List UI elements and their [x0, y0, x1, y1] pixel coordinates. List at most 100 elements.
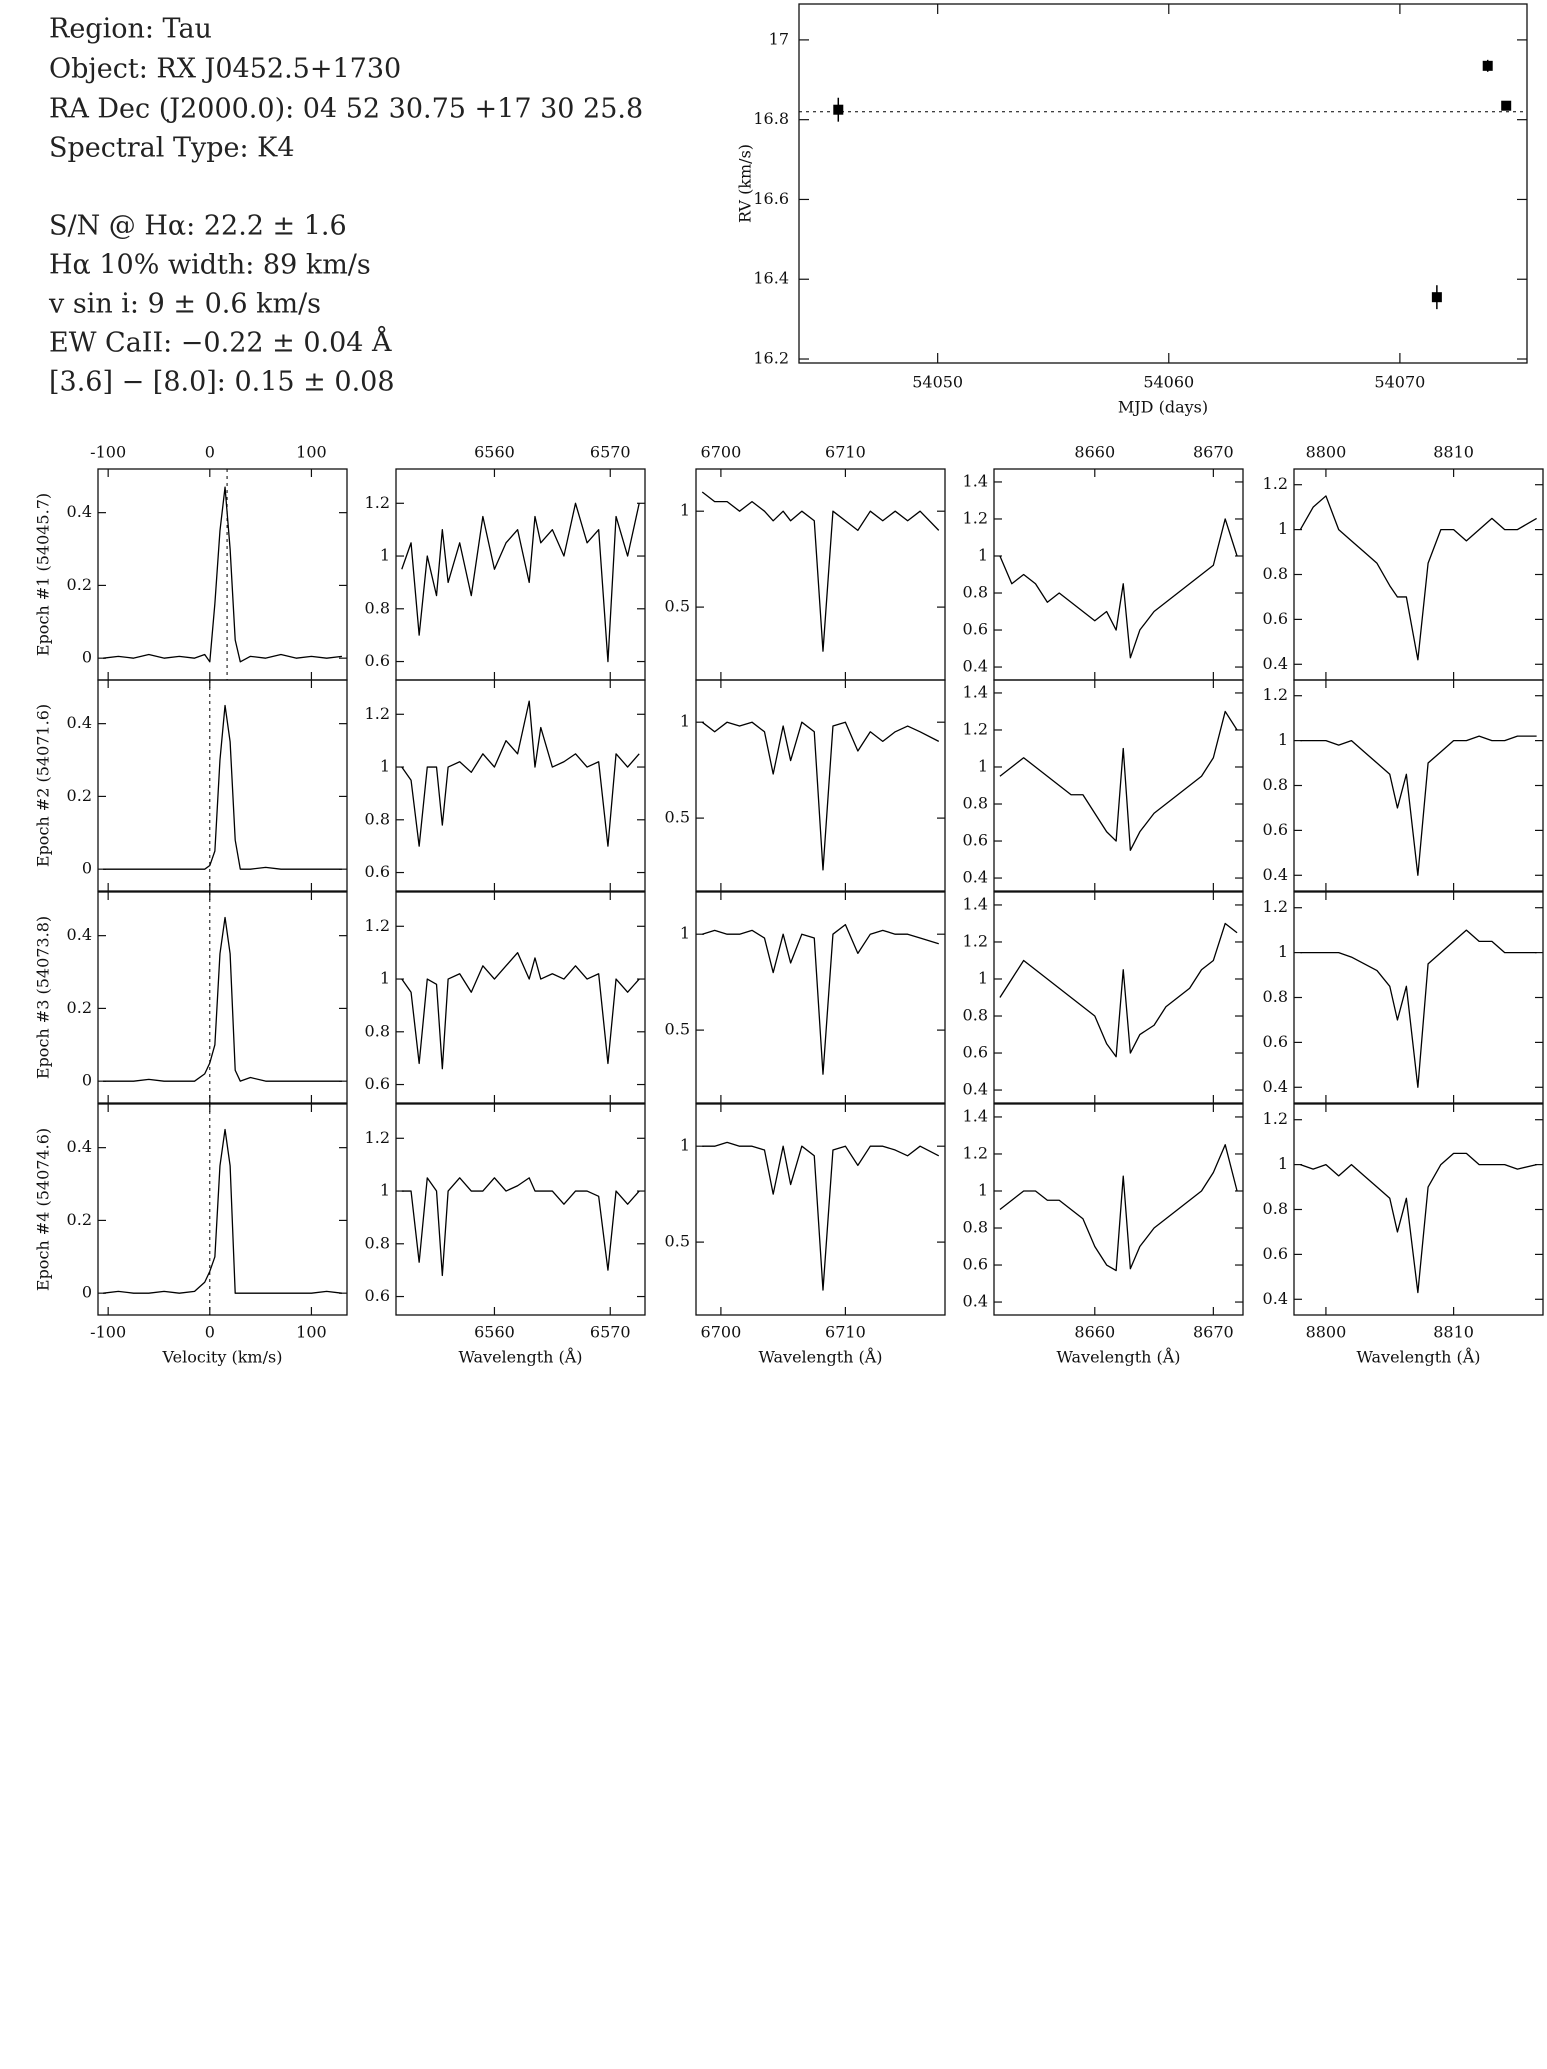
epoch-label: Epoch #3 (54073.8) — [34, 916, 53, 1079]
y-tick-label: 1.2 — [365, 1128, 390, 1147]
y-tick-label: 1.2 — [1263, 897, 1288, 916]
y-tick-label: 0.6 — [1263, 1244, 1288, 1263]
y-tick-label: 0.2 — [67, 998, 92, 1017]
spectrum-line — [999, 518, 1238, 659]
x-tick-label: 6700 — [701, 443, 742, 462]
plot-frame — [798, 3, 1528, 364]
y-tick-label: 1 — [680, 1136, 690, 1155]
spectrum-line — [103, 704, 342, 870]
header-line: EW CaII: −0.22 ± 0.04 Å — [49, 326, 392, 359]
spectrum-line — [401, 700, 640, 847]
spectrum-line — [1300, 929, 1537, 1088]
y-tick-label: 16.2 — [753, 349, 789, 368]
y-tick-label: 0.6 — [1263, 820, 1288, 839]
y-tick-label: 0.6 — [963, 620, 988, 639]
x-axis-label: Wavelength (Å) — [758, 1347, 882, 1367]
panel-frame — [695, 891, 946, 1104]
y-tick-label: 1.4 — [963, 894, 988, 913]
header-line: RA Dec (J2000.0): 04 52 30.75 +17 30 25.… — [49, 94, 643, 125]
spectrum-line — [702, 1141, 940, 1291]
header-line: Hα 10% width: 89 km/s — [49, 250, 371, 281]
y-tick-label: 0.8 — [365, 1021, 390, 1040]
y-tick-label: 1 — [380, 546, 390, 565]
y-tick-label: 1.2 — [1263, 474, 1288, 493]
x-tick-label: 6700 — [701, 1323, 742, 1342]
spectrum-line — [401, 502, 640, 663]
y-tick-label: 0.6 — [365, 1074, 390, 1093]
y-tick-label: 16.6 — [753, 189, 789, 208]
x-tick-label: 6710 — [825, 1323, 866, 1342]
y-tick-label: 1.2 — [365, 493, 390, 512]
y-tick-label: 0.4 — [67, 713, 92, 732]
x-tick-label: 8670 — [1193, 443, 1234, 462]
panel-frame — [695, 679, 946, 892]
rv-point — [1501, 100, 1512, 111]
y-tick-label: 1.2 — [963, 1143, 988, 1162]
y-tick-label: 0.2 — [67, 1210, 92, 1229]
y-axis-label: RV (km/s) — [736, 144, 755, 223]
panel-frame — [993, 679, 1244, 892]
y-tick-label: 1 — [680, 924, 690, 943]
x-axis-label: Velocity (km/s) — [162, 1348, 283, 1367]
x-tick-label: 8670 — [1193, 1323, 1234, 1342]
spectrum-line — [103, 1128, 342, 1294]
y-tick-label: 1 — [978, 968, 988, 987]
spectrum-line — [701, 491, 940, 652]
x-tick-label: 6560 — [474, 1323, 515, 1342]
x-tick-label: 6560 — [474, 443, 515, 462]
y-tick-label: 0.8 — [365, 598, 390, 617]
x-tick-label: 8810 — [1433, 443, 1474, 462]
epoch-label: Epoch #4 (54074.6) — [34, 1128, 53, 1291]
y-tick-label: 1 — [680, 501, 690, 520]
y-tick-label: 0.5 — [665, 808, 690, 827]
y-tick-label: 1.2 — [963, 931, 988, 950]
spectrum-line — [103, 486, 342, 663]
panel-frame — [97, 1103, 348, 1316]
y-tick-label: 0.8 — [1263, 987, 1288, 1006]
y-tick-label: 1.2 — [963, 508, 988, 527]
epoch-label: Epoch #1 (54045.7) — [34, 493, 53, 656]
panel-frame — [993, 891, 1244, 1104]
panel-frame — [395, 1103, 646, 1316]
x-axis-label: MJD (days) — [1118, 398, 1208, 417]
y-tick-label: 0.8 — [365, 1233, 390, 1252]
x-tick-label: 6710 — [825, 443, 866, 462]
y-tick-label: 0.4 — [67, 1137, 92, 1156]
y-tick-label: 1 — [1278, 1154, 1288, 1173]
spectrum-line — [999, 922, 1238, 1058]
y-tick-label: 0.4 — [963, 1080, 988, 1099]
y-tick-label: 0.5 — [665, 597, 690, 616]
panel-frame — [97, 679, 348, 892]
y-tick-label: 1.2 — [1263, 685, 1288, 704]
x-tick-label: 8810 — [1433, 1323, 1474, 1342]
panel-frame — [695, 1103, 946, 1316]
header-line: Object: RX J0452.5+1730 — [49, 54, 401, 85]
y-tick-label: 0.6 — [1263, 1032, 1288, 1051]
y-tick-label: 0.4 — [1263, 865, 1288, 884]
y-tick-label: 0.4 — [1263, 654, 1288, 673]
y-tick-label: 0.8 — [963, 583, 988, 602]
x-tick-label: 8660 — [1074, 1323, 1115, 1342]
y-tick-label: 1 — [380, 757, 390, 776]
panel-frame — [395, 891, 646, 1104]
rv-point — [1431, 292, 1442, 303]
y-tick-label: 0.8 — [963, 794, 988, 813]
x-axis-label: Wavelength (Å) — [1056, 1347, 1180, 1367]
y-tick-label: 1 — [680, 712, 690, 731]
y-tick-label: 1.2 — [365, 916, 390, 935]
y-tick-label: 1.2 — [963, 719, 988, 738]
x-axis-label: Wavelength (Å) — [1356, 1347, 1480, 1367]
y-tick-label: 0.2 — [67, 786, 92, 805]
y-tick-label: 0.6 — [963, 831, 988, 850]
y-tick-label: 1.2 — [1263, 1109, 1288, 1128]
y-tick-label: 0 — [82, 859, 92, 878]
y-tick-label: 0.5 — [665, 1232, 690, 1251]
y-tick-label: 0.8 — [365, 809, 390, 828]
y-tick-label: 0.4 — [1263, 1077, 1288, 1096]
y-tick-label: 16.4 — [753, 269, 789, 288]
y-tick-label: 0.6 — [1263, 609, 1288, 628]
y-tick-label: 0 — [82, 648, 92, 667]
header-line: S/N @ Hα: 22.2 ± 1.6 — [49, 211, 347, 242]
y-tick-label: 0.6 — [365, 862, 390, 881]
